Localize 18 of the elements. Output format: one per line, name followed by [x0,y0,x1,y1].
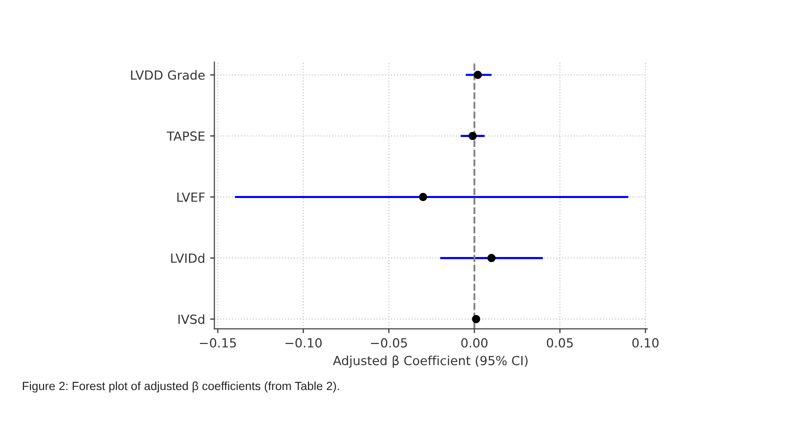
y-tick-label: TAPSE [166,131,205,141]
point [418,192,428,202]
y-tick-label: LVIDd [171,253,204,263]
point [472,314,480,324]
x-tick-label: 0.00 [461,338,488,348]
x-tick-label: 0.10 [632,338,659,348]
x-tick-label: −0.10 [285,338,322,348]
y-tick-label: LVEF [177,192,205,202]
y-tick-label: LVDD Grade [131,70,205,80]
x-tick-label: 0.05 [546,338,573,348]
x-tick-label: −0.05 [371,338,407,348]
caption: Figure 2: Forest plot of adjusted β coefficients (from Table 2). [22,382,339,393]
y-tick-label: IVSd [178,314,204,324]
x-axis-title: Adjusted β Coefficient (95% CI) [333,356,528,368]
x-tick-label: −0.15 [200,338,236,348]
point [468,132,477,140]
point [474,70,482,79]
point [487,254,496,262]
